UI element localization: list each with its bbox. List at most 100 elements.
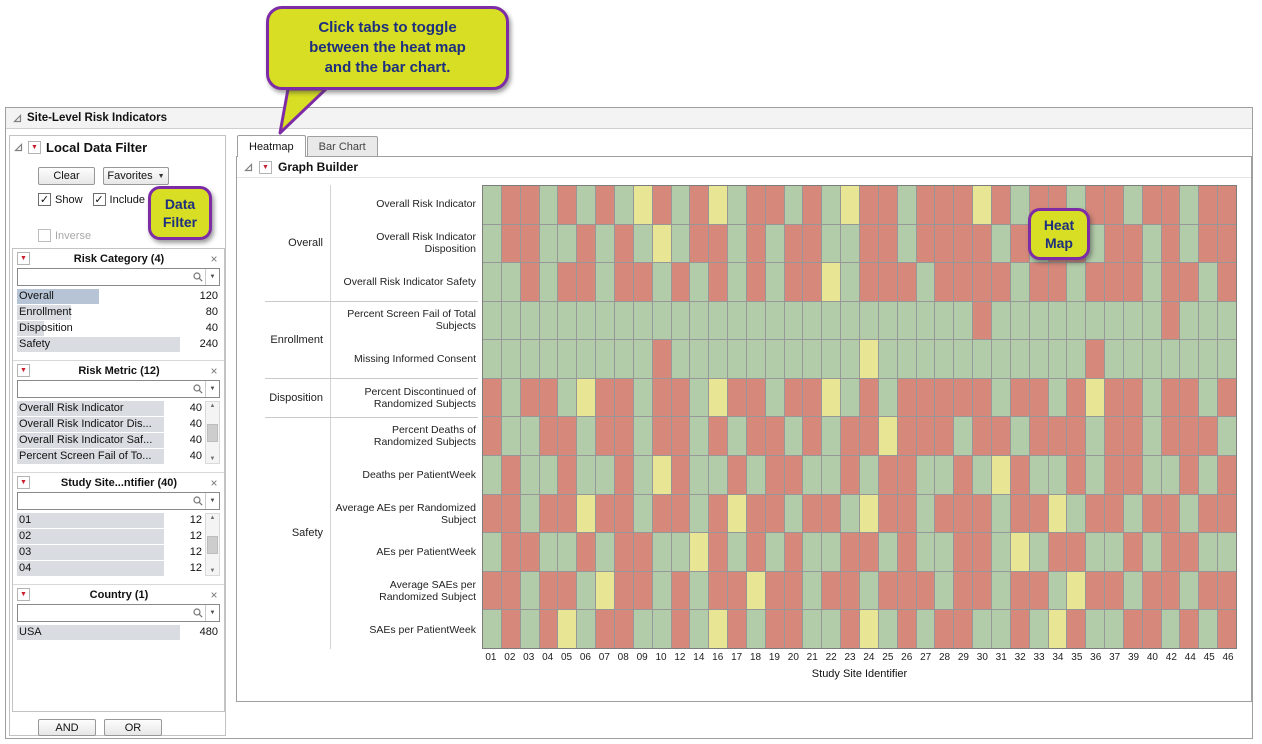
heatmap-cell[interactable]: [991, 494, 1010, 533]
scrollbar[interactable]: ▲ ▼: [205, 401, 220, 464]
heatmap-cell[interactable]: [1010, 610, 1029, 648]
show-checkbox[interactable]: ✓: [38, 193, 51, 206]
heatmap-cell[interactable]: [539, 224, 558, 263]
heatmap-cell[interactable]: [1010, 263, 1029, 301]
heatmap-cell[interactable]: [1218, 301, 1236, 340]
heatmap-cell[interactable]: [577, 610, 596, 648]
heatmap-cell[interactable]: [784, 494, 803, 533]
heatmap-cell[interactable]: [841, 263, 859, 301]
heatmap-cell[interactable]: [878, 494, 897, 533]
scrollbar[interactable]: ▲ ▼: [205, 513, 220, 576]
heatmap-cell[interactable]: [803, 494, 822, 533]
heatmap-cell[interactable]: [746, 186, 765, 224]
heatmap-cell[interactable]: [1067, 571, 1086, 610]
heatmap-cell[interactable]: [822, 610, 841, 648]
heatmap-cell[interactable]: [501, 494, 520, 533]
filter-value-row[interactable]: 04 12: [17, 561, 204, 576]
heatmap-cell[interactable]: [1142, 378, 1161, 417]
heatmap-cell[interactable]: [1218, 186, 1236, 224]
include-checkbox[interactable]: ✓: [92, 193, 106, 206]
heatmap-cell[interactable]: [1010, 340, 1029, 378]
red-triangle-menu-icon[interactable]: ▼: [17, 364, 30, 377]
heatmap-cell[interactable]: [1105, 456, 1123, 494]
heatmap-cell[interactable]: [671, 301, 690, 340]
heatmap-cell[interactable]: [841, 533, 859, 571]
heatmap-cell[interactable]: [577, 456, 596, 494]
heatmap-cell[interactable]: [539, 571, 558, 610]
heatmap-cell[interactable]: [841, 224, 859, 263]
heatmap-cell[interactable]: [1123, 533, 1142, 571]
heatmap-cell[interactable]: [803, 263, 822, 301]
heatmap-cell[interactable]: [633, 417, 652, 456]
heatmap-cell[interactable]: [822, 571, 841, 610]
heatmap-cell[interactable]: [483, 417, 501, 456]
heatmap-cell[interactable]: [709, 186, 728, 224]
heatmap-cell[interactable]: [1086, 301, 1105, 340]
heatmap-cell[interactable]: [652, 186, 671, 224]
heatmap-cell[interactable]: [1048, 301, 1067, 340]
heatmap-cell[interactable]: [690, 610, 709, 648]
red-triangle-menu-icon[interactable]: ▼: [28, 141, 41, 154]
heatmap-cell[interactable]: [577, 186, 596, 224]
heatmap-cell[interactable]: [558, 610, 577, 648]
heatmap-cell[interactable]: [558, 378, 577, 417]
heatmap-cell[interactable]: [765, 456, 784, 494]
heatmap-cell[interactable]: [501, 186, 520, 224]
heatmap-cell[interactable]: [633, 340, 652, 378]
heatmap-cell[interactable]: [483, 263, 501, 301]
heatmap-cell[interactable]: [991, 378, 1010, 417]
heatmap-cell[interactable]: [765, 417, 784, 456]
heatmap-cell[interactable]: [1161, 456, 1180, 494]
heatmap-cell[interactable]: [954, 571, 973, 610]
heatmap-cell[interactable]: [784, 533, 803, 571]
heatmap-cell[interactable]: [803, 571, 822, 610]
heatmap-cell[interactable]: [728, 417, 746, 456]
heatmap-cell[interactable]: [973, 417, 991, 456]
scroll-down-icon[interactable]: ▼: [209, 456, 216, 462]
heatmap-cell[interactable]: [1010, 456, 1029, 494]
heatmap-cell[interactable]: [746, 263, 765, 301]
filter-value-row[interactable]: Overall Risk Indicator Dis... 40: [17, 417, 204, 432]
heatmap-cell[interactable]: [803, 456, 822, 494]
heatmap-cell[interactable]: [916, 378, 935, 417]
heatmap-cell[interactable]: [671, 533, 690, 571]
heatmap-cell[interactable]: [803, 533, 822, 571]
heatmap-cell[interactable]: [596, 378, 614, 417]
heatmap-cell[interactable]: [916, 610, 935, 648]
heatmap-cell[interactable]: [841, 378, 859, 417]
heatmap-cell[interactable]: [577, 494, 596, 533]
heatmap-cell[interactable]: [558, 263, 577, 301]
heatmap-cell[interactable]: [728, 186, 746, 224]
heatmap-cell[interactable]: [784, 224, 803, 263]
heatmap-cell[interactable]: [1010, 378, 1029, 417]
heatmap-cell[interactable]: [1048, 340, 1067, 378]
heatmap-cell[interactable]: [1067, 340, 1086, 378]
heatmap-cell[interactable]: [916, 417, 935, 456]
heatmap-cell[interactable]: [1199, 610, 1218, 648]
filter-value-row[interactable]: Percent Screen Fail of To... 40: [17, 449, 204, 464]
heatmap-cell[interactable]: [897, 301, 916, 340]
heatmap-cell[interactable]: [539, 533, 558, 571]
heatmap-cell[interactable]: [614, 571, 633, 610]
heatmap-cell[interactable]: [1029, 378, 1048, 417]
heatmap-cell[interactable]: [596, 494, 614, 533]
heatmap-cell[interactable]: [860, 263, 878, 301]
heatmap-cell[interactable]: [539, 378, 558, 417]
heatmap-cell[interactable]: [897, 224, 916, 263]
heatmap-cell[interactable]: [539, 610, 558, 648]
heatmap-cell[interactable]: [728, 533, 746, 571]
heatmap-cell[interactable]: [784, 610, 803, 648]
heatmap-cell[interactable]: [652, 417, 671, 456]
heatmap-cell[interactable]: [1086, 417, 1105, 456]
heatmap-cell[interactable]: [483, 571, 501, 610]
heatmap-cell[interactable]: [1180, 533, 1199, 571]
heatmap-cell[interactable]: [614, 610, 633, 648]
heatmap-cell[interactable]: [991, 571, 1010, 610]
close-filter-icon[interactable]: ×: [210, 587, 218, 602]
heatmap-cell[interactable]: [690, 456, 709, 494]
heatmap-cell[interactable]: [1123, 224, 1142, 263]
heatmap-cell[interactable]: [973, 494, 991, 533]
heatmap-cell[interactable]: [1123, 186, 1142, 224]
heatmap-cell[interactable]: [860, 378, 878, 417]
heatmap-cell[interactable]: [973, 224, 991, 263]
